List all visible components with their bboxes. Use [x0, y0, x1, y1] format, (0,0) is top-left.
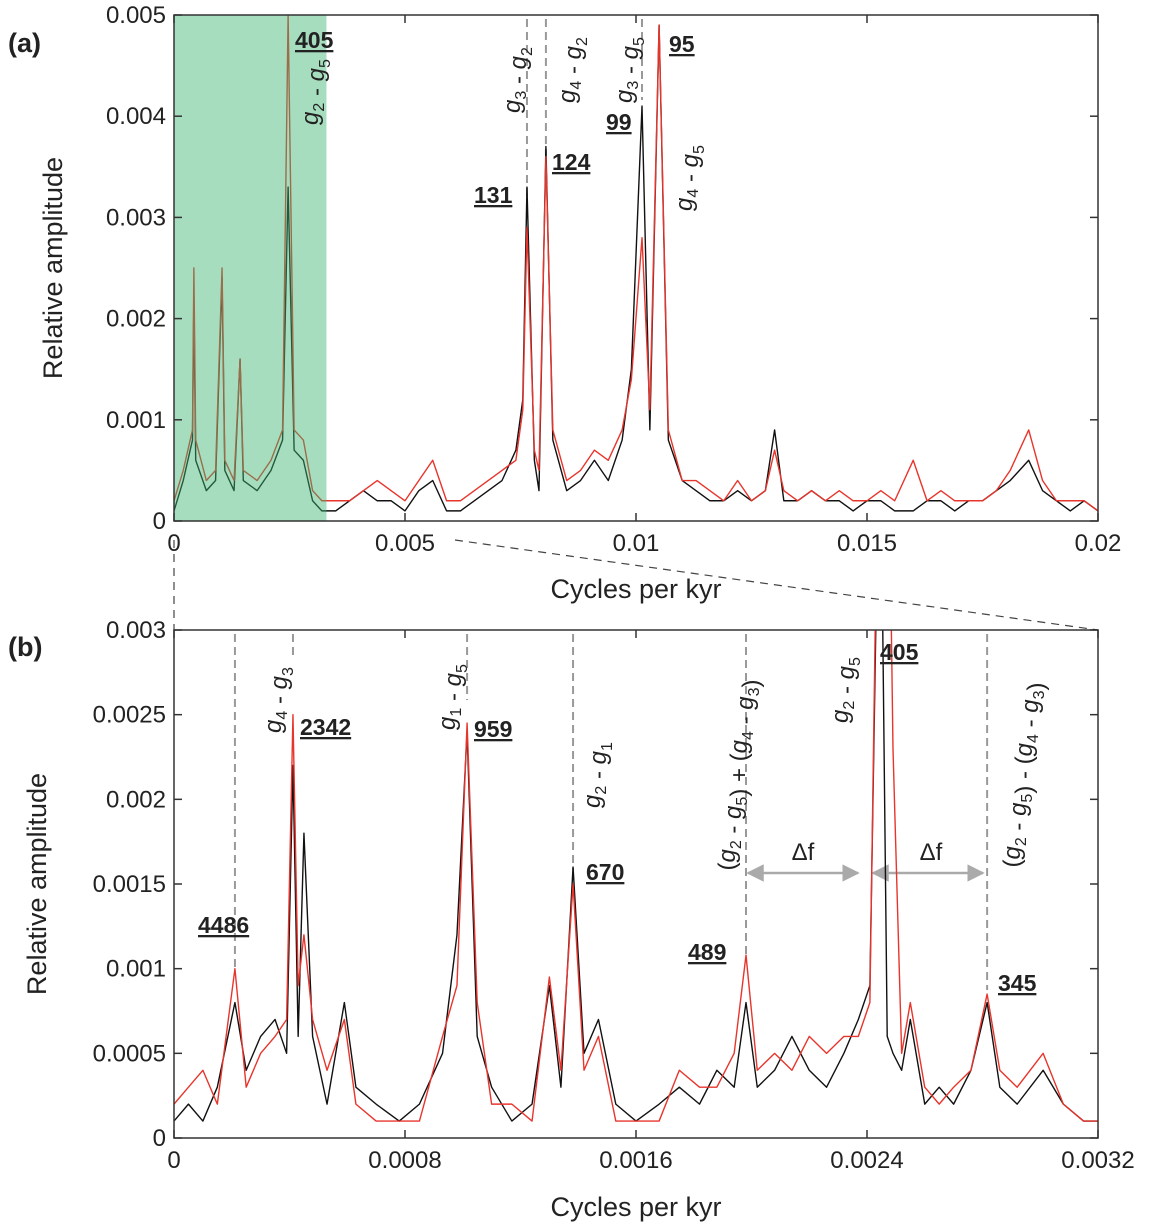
term-label: g3 - g2 [499, 47, 536, 113]
term-label: g4 - g3 [260, 667, 297, 733]
y-tick-label: 0.003 [106, 204, 166, 231]
panel-label: (a) [8, 28, 41, 58]
y-axis-title: Relative amplitude [38, 157, 68, 379]
y-tick-label: 0.001 [106, 407, 166, 434]
highlight-band [174, 15, 327, 521]
x-tick-label: 0.0008 [368, 1147, 441, 1174]
x-tick-label: 0 [167, 1147, 180, 1174]
spectrum-line [174, 630, 1098, 1122]
period-label: 95 [669, 31, 695, 57]
y-tick-label: 0.003 [106, 617, 166, 644]
x-tick-label: 0.0024 [830, 1147, 903, 1174]
plot-frame [173, 629, 1099, 1139]
x-tick-label: 0.0016 [599, 1147, 672, 1174]
term-label: g1 - g5 [434, 664, 471, 730]
x-tick-label: 0.0032 [1061, 1147, 1134, 1174]
period-label: 345 [998, 970, 1037, 996]
x-tick-label: 0.02 [1075, 530, 1122, 557]
y-tick-label: 0.002 [106, 306, 166, 333]
y-tick-label: 0.001 [106, 956, 166, 983]
term-label: g4 - g2 [554, 37, 591, 103]
period-label: 4486 [198, 912, 249, 938]
period-label: 131 [474, 182, 513, 208]
period-label: 959 [474, 716, 512, 742]
y-tick-label: 0.005 [106, 2, 166, 29]
term-label: (g2 - g5) + (g4 - g3) [714, 679, 765, 870]
period-label: 124 [552, 149, 591, 175]
term-label: g2 - g5 [297, 59, 334, 125]
term-label: (g2 - g5) - (g4 - g3) [999, 682, 1050, 867]
delta-label: Δf [792, 839, 815, 866]
period-label: 2342 [300, 714, 351, 740]
x-tick-label: 0 [167, 530, 180, 557]
plot-lines [174, 630, 1098, 1122]
term-label: g4 - g5 [671, 145, 708, 211]
y-tick-label: 0.0015 [93, 871, 166, 898]
x-axis-title: Cycles per kyr [550, 1192, 721, 1222]
x-tick-label: 0.005 [375, 530, 435, 557]
y-axis-title: Relative amplitude [22, 773, 52, 995]
y-tick-label: 0.0005 [93, 1040, 166, 1067]
period-label: 489 [688, 939, 726, 965]
y-tick-label: 0.004 [106, 103, 166, 130]
term-label: g2 - g1 [579, 742, 616, 808]
period-label: 405 [880, 639, 919, 665]
term-label: g2 - g5 [827, 657, 864, 723]
term-label: g3 - g5 [611, 37, 648, 103]
y-tick-label: 0 [153, 508, 166, 535]
spectrum-line [174, 15, 1098, 512]
x-axis-title: Cycles per kyr [550, 574, 721, 604]
y-tick-label: 0.0025 [93, 702, 166, 729]
x-tick-label: 0.01 [613, 530, 660, 557]
period-label: 670 [586, 859, 624, 885]
panel-label: (b) [8, 632, 42, 662]
spectrum-line [174, 24, 1098, 512]
x-tick-label: 0.015 [837, 530, 897, 557]
y-tick-label: 0.002 [106, 786, 166, 813]
plot-lines [174, 15, 1098, 512]
zoom-line [454, 539, 1099, 631]
y-tick-label: 0 [153, 1125, 166, 1152]
period-label: 405 [295, 27, 334, 53]
delta-label: Δf [920, 839, 943, 866]
period-label: 99 [606, 109, 632, 135]
